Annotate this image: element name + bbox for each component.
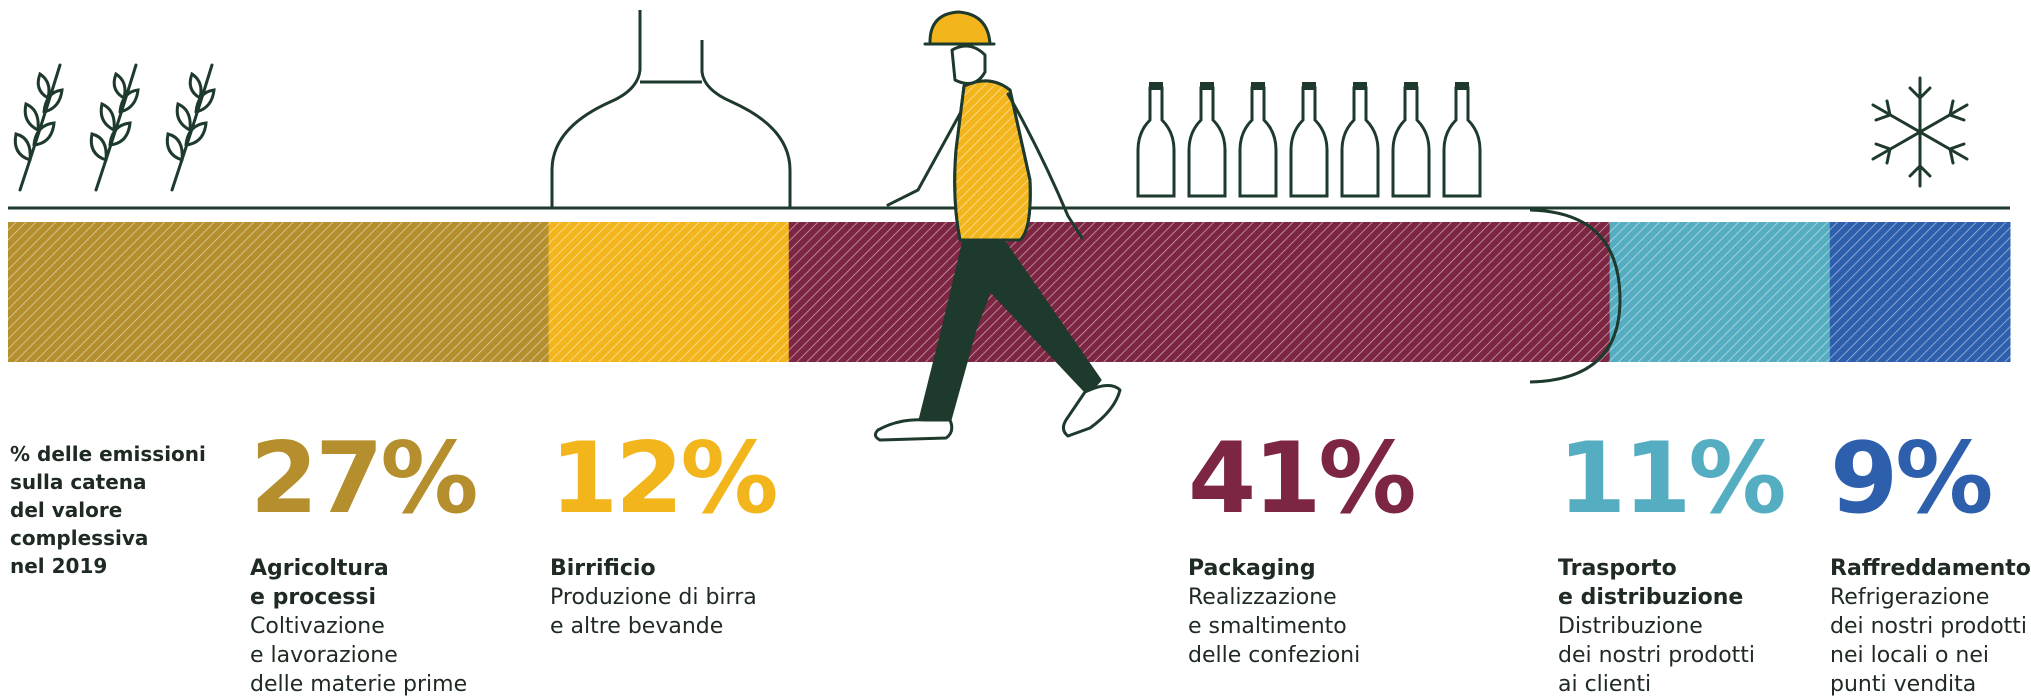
bottle-icon (1136, 86, 1176, 198)
stat-trasporto: 11% Trasporto e distribuzione Distribuzi… (1558, 422, 1787, 699)
bottle-cap (1353, 82, 1367, 90)
stat-raffreddamento: 9% Raffreddamento Refrigerazione dei nos… (1830, 422, 2031, 699)
stat-description: Realizzazione e smaltimento delle confez… (1188, 585, 1361, 668)
stacked-bar (8, 222, 2011, 362)
stat-title: Trasporto e distribuzione (1558, 556, 1744, 610)
stat-description: Coltivazione e lavorazione delle materie… (250, 614, 468, 697)
stat-title: Agricoltura e processi (250, 556, 389, 610)
brewing-kettle-icon (550, 10, 792, 208)
bottle-icon (1187, 86, 1227, 198)
bar-texture-4 (1609, 222, 1831, 362)
stat-description: Produzione di birra e altre bevande (550, 585, 757, 639)
bar-texture-5 (1829, 222, 2011, 362)
worker-icon (873, 10, 1122, 442)
stat-agricoltura: 27% Agricoltura e processi Coltivazione … (250, 430, 480, 699)
percentage-label: 9% (1830, 422, 1993, 536)
bottle-cap (1404, 82, 1418, 90)
percentage-label: 41% (1188, 422, 1417, 536)
wheat-icon (165, 63, 216, 192)
bottle-icon (1340, 86, 1380, 198)
bottle-icon (1238, 86, 1278, 198)
bottle-cap (1149, 82, 1163, 90)
stat-description: Refrigerazione dei nostri prodotti nei l… (1830, 585, 2028, 697)
percentage-label: 27% (250, 422, 479, 536)
percentage-label: 11% (1558, 422, 1787, 536)
stat-packaging: 41% Packaging Realizzazione e smaltiment… (1188, 430, 1428, 670)
bottle-cap (1302, 82, 1316, 90)
stat-title: Packaging (1188, 556, 1316, 581)
wheat-icon (89, 63, 140, 192)
wheat-icon (13, 63, 64, 192)
bottle-icon (1442, 86, 1482, 198)
bar-texture-1 (8, 222, 550, 362)
stat-title: Raffreddamento (1830, 556, 2031, 581)
bottle-cap (1200, 82, 1214, 90)
intro-text: % delle emissioni sulla catena del valor… (10, 442, 206, 578)
snowflake-icon (1871, 76, 1969, 188)
stat-title: Birrificio (550, 556, 656, 581)
percentage-label: 12% (550, 422, 779, 536)
bar-outline (1529, 208, 1622, 384)
stat-description: Distribuzione dei nostri prodotti ai cli… (1558, 614, 1756, 697)
bar-texture-3 (788, 222, 1611, 362)
bar-texture-2 (548, 222, 790, 362)
bottle-cap (1455, 82, 1469, 90)
bottle-icon (1391, 86, 1431, 198)
value-chain-illustration (8, 10, 2011, 442)
stat-birrificio: 12% Birrificio Produzione di birra e alt… (550, 430, 790, 641)
bottle-icon (1289, 86, 1329, 198)
bottle-cap (1251, 82, 1265, 90)
